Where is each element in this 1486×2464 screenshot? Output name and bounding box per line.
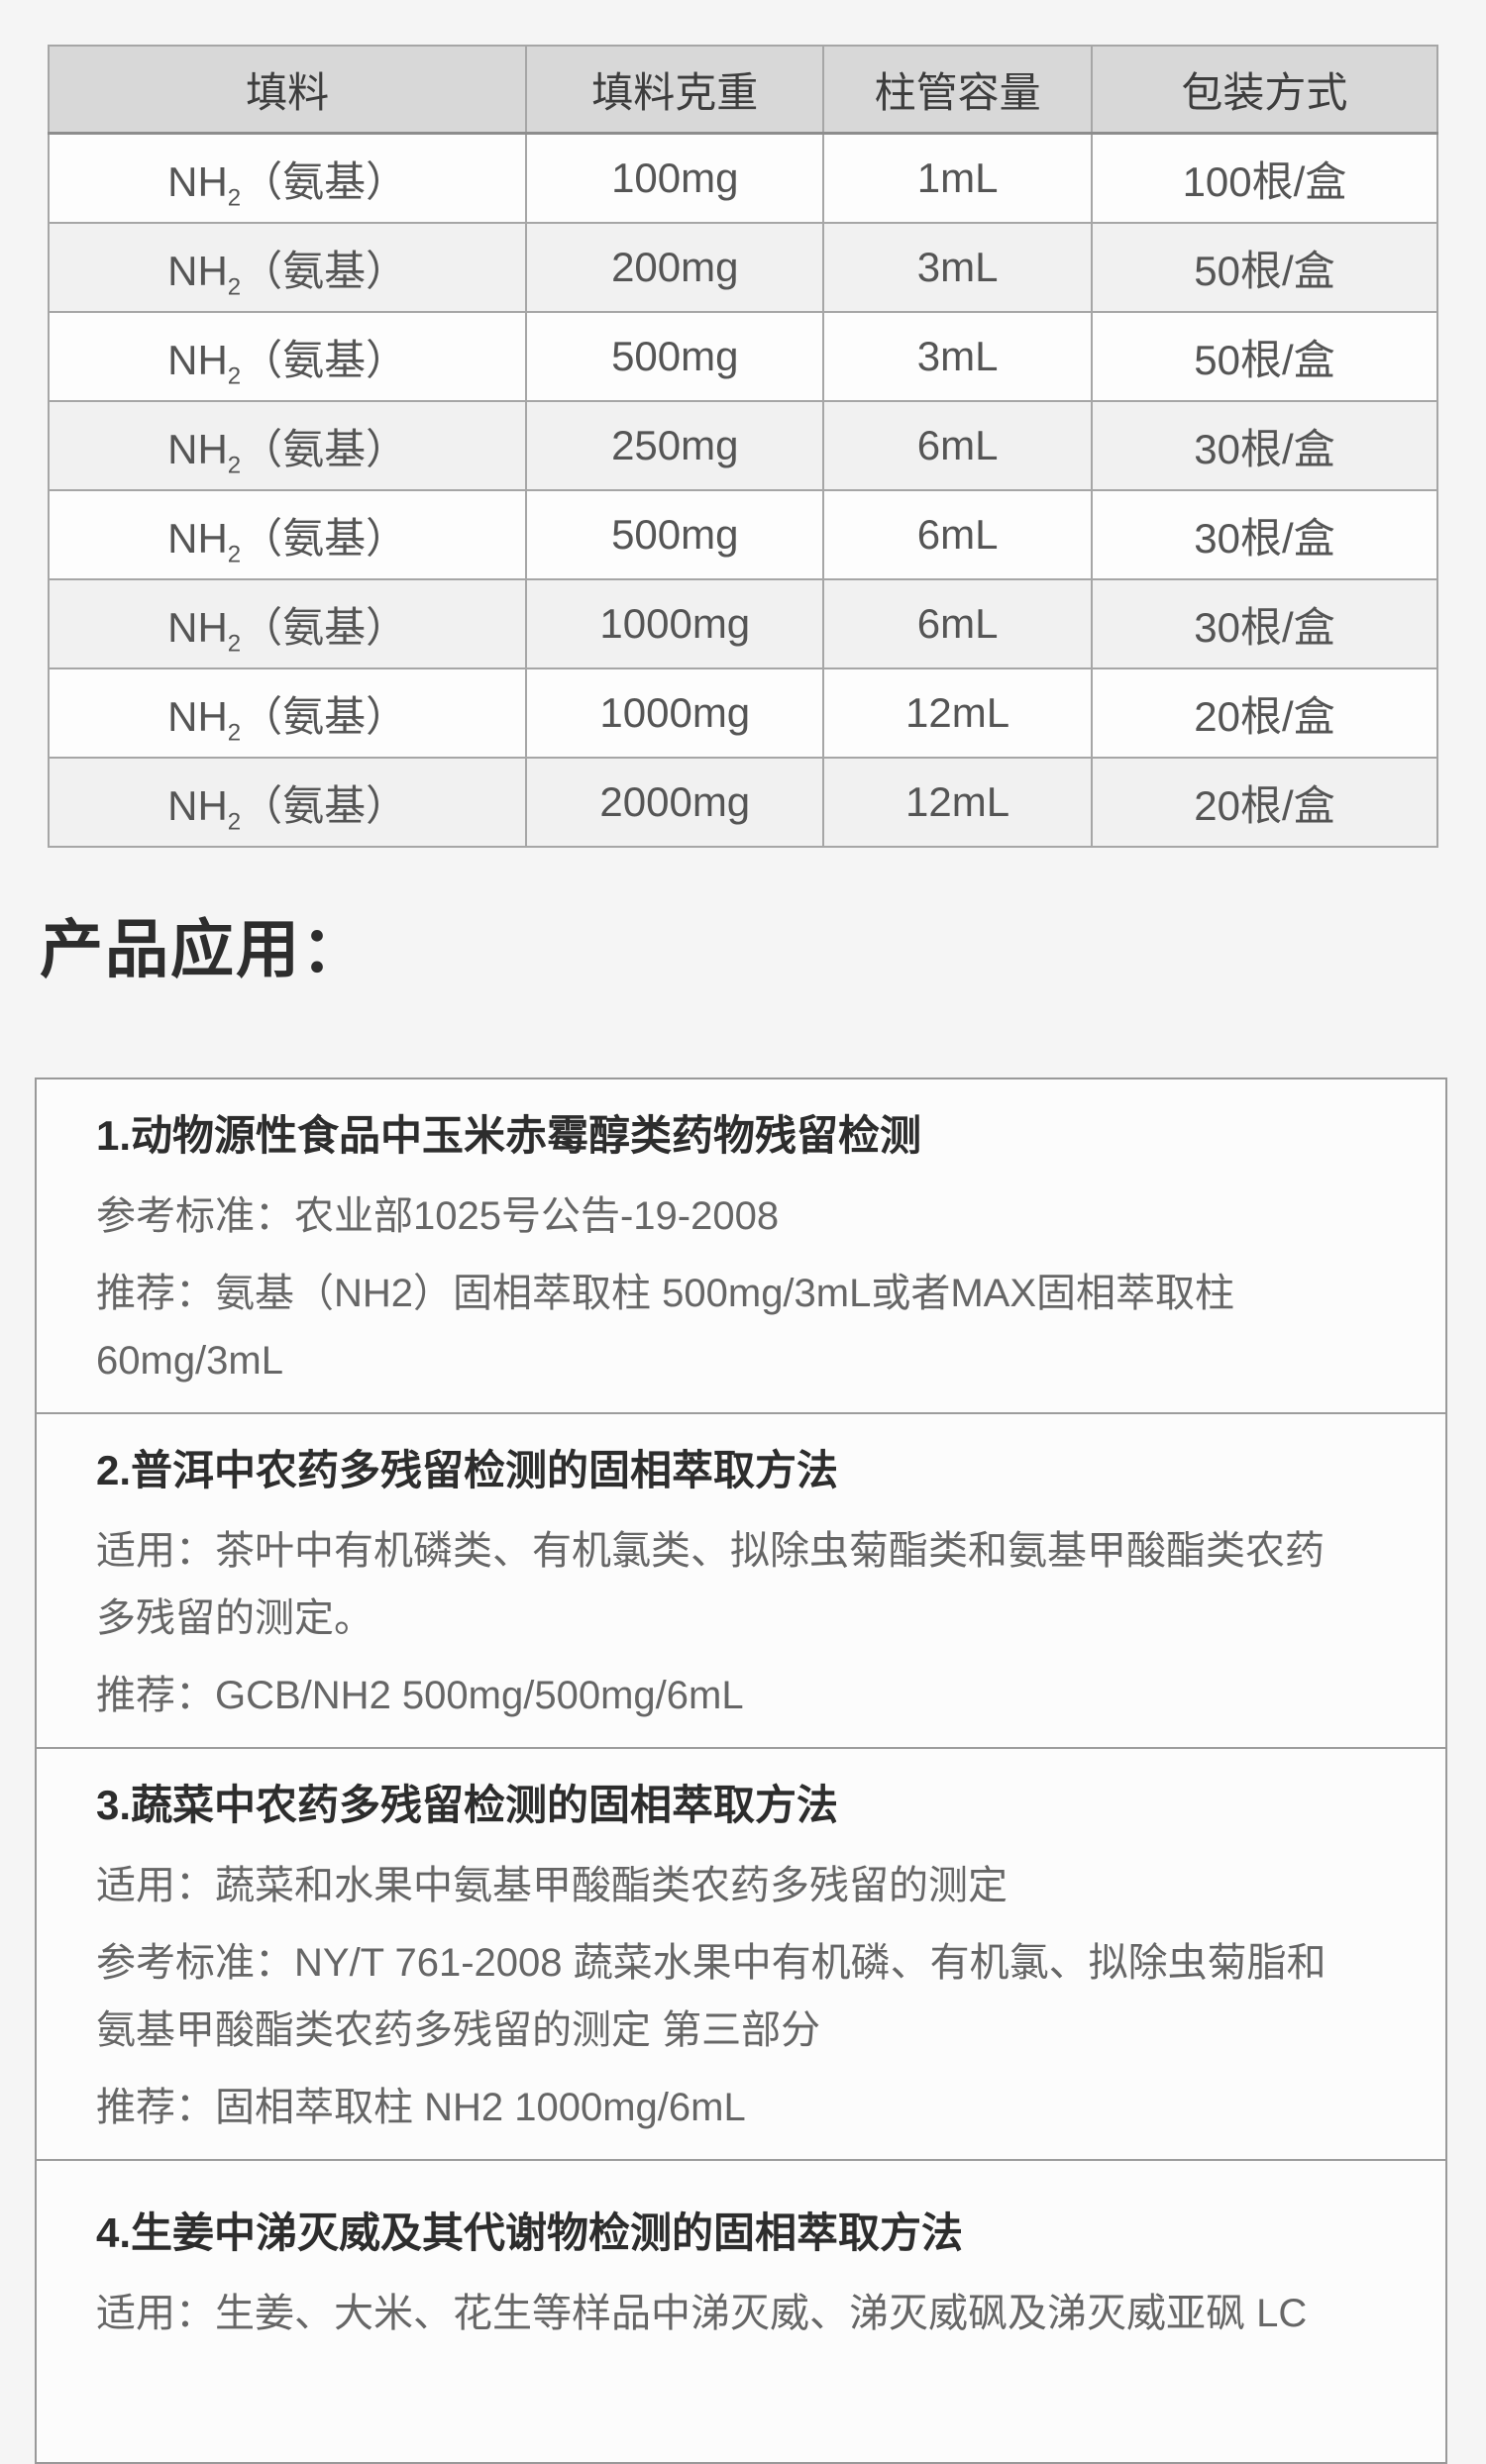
- application-section-3: 3.蔬菜中农药多残留检测的固相萃取方法适用：蔬菜和水果中氨基甲酸酯类农药多残留的…: [37, 1749, 1445, 2161]
- cell-packing: 30根/盒: [1090, 578, 1439, 669]
- subscript: 2: [227, 451, 242, 478]
- subscript: 2: [227, 629, 242, 657]
- cell-volume: 12mL: [822, 757, 1093, 848]
- subscript: 2: [227, 718, 242, 746]
- table-header-row: 填料 填料克重 柱管容量 包装方式: [47, 45, 1439, 135]
- cell-volume: 3mL: [822, 311, 1093, 402]
- cell-filler: NH2（氨基）: [47, 757, 528, 848]
- column-header-3: 柱管容量: [822, 45, 1093, 135]
- subscript: 2: [227, 361, 242, 389]
- application-section-4: 4.生姜中涕灭威及其代谢物检测的固相萃取方法适用：生姜、大米、花生等样品中涕灭威…: [37, 2161, 1445, 2365]
- cell-packing: 100根/盒: [1090, 132, 1439, 224]
- section-paragraph: 推荐：GCB/NH2 500mg/500mg/6mL: [96, 1662, 1406, 1729]
- cell-filler: NH2（氨基）: [47, 667, 528, 759]
- cell-weight: 500mg: [525, 311, 825, 402]
- section-paragraph: 参考标准：农业部1025号公告-19-2008: [96, 1182, 1406, 1250]
- cell-packing: 50根/盒: [1090, 222, 1439, 313]
- section-paragraph: 推荐：固相萃取柱 NH2 1000mg/6mL: [96, 2074, 1406, 2141]
- section-paragraph: 推荐：氨基（NH2）固相萃取柱 500mg/3mL或者MAX固相萃取柱 60mg/…: [96, 1260, 1406, 1394]
- cell-weight: 100mg: [525, 132, 825, 224]
- section-paragraph: 参考标准：NY/T 761-2008 蔬菜水果中有机磷、有机氯、拟除虫菊脂和 氨基…: [96, 1929, 1406, 2064]
- table-row: NH2（氨基） 500mg 6mL 30根/盒: [47, 489, 1439, 580]
- cell-volume: 6mL: [822, 489, 1093, 580]
- text-line: 推荐：固相萃取柱 NH2 1000mg/6mL: [96, 2086, 746, 2129]
- table-row: NH2（氨基） 2000mg 12mL 20根/盒: [47, 757, 1439, 848]
- cell-volume: 12mL: [822, 667, 1093, 759]
- product-spec-table: 填料 填料克重 柱管容量 包装方式 NH2（氨基） 100mg 1mL 100根/盒 NH2（…: [47, 45, 1439, 848]
- section-title: 2.普洱中农药多残留检测的固相萃取方法: [96, 1447, 839, 1493]
- table-row: NH2（氨基） 250mg 6mL 30根/盒: [47, 400, 1439, 491]
- applications-heading: 产品应用：: [40, 914, 367, 985]
- text-line: 推荐：氨基（NH2）固相萃取柱 500mg/3mL或者MAX固相萃取柱: [96, 1272, 1235, 1315]
- cell-packing: 30根/盒: [1090, 489, 1439, 580]
- cell-filler: NH2（氨基）: [47, 132, 528, 224]
- cell-volume: 1mL: [822, 132, 1093, 224]
- text-line: 参考标准：农业部1025号公告-19-2008: [96, 1194, 780, 1238]
- text-line: 适用：茶叶中有机磷类、有机氯类、拟除虫菊酯类和氨基甲酸酯类农药: [96, 1529, 1325, 1573]
- cell-weight: 2000mg: [525, 757, 825, 848]
- subscript: 2: [227, 540, 242, 567]
- section-paragraph: 适用：生姜、大米、花生等样品中涕灭威、涕灭威砜及涕灭威亚砜 LC: [96, 2280, 1406, 2347]
- column-header-1: 填料: [47, 45, 528, 135]
- subscript: 2: [227, 183, 242, 211]
- table-row: NH2（氨基） 100mg 1mL 100根/盒: [47, 132, 1439, 224]
- cell-filler: NH2（氨基）: [47, 400, 528, 491]
- cell-filler: NH2（氨基）: [47, 578, 528, 669]
- cell-filler: NH2（氨基）: [47, 222, 528, 313]
- cell-packing: 20根/盒: [1090, 757, 1439, 848]
- text-line: 推荐：GCB/NH2 500mg/500mg/6mL: [96, 1674, 744, 1717]
- table-row: NH2（氨基） 1000mg 12mL 20根/盒: [47, 667, 1439, 759]
- application-section-1: 1.动物源性食品中玉米赤霉醇类药物残留检测 参考标准：农业部1025号公告-19-…: [37, 1079, 1445, 1414]
- cell-filler: NH2（氨基）: [47, 489, 528, 580]
- cell-weight: 250mg: [525, 400, 825, 491]
- table-row: NH2（氨基） 200mg 3mL 50根/盒: [47, 222, 1439, 313]
- column-header-4: 包装方式: [1090, 45, 1439, 135]
- cell-volume: 6mL: [822, 400, 1093, 491]
- text-line: 多残留的测定。: [96, 1596, 373, 1640]
- table-row: NH2（氨基） 500mg 3mL 50根/盒: [47, 311, 1439, 402]
- cell-weight: 200mg: [525, 222, 825, 313]
- text-line: 参考标准：NY/T 761-2008 蔬菜水果中有机磷、有机氯、拟除虫菊脂和: [96, 1941, 1327, 1985]
- text-line: 适用：蔬菜和水果中氨基甲酸酯类农药多残留的测定: [96, 1864, 1008, 1907]
- cell-weight: 1000mg: [525, 578, 825, 669]
- cell-volume: 6mL: [822, 578, 1093, 669]
- table-row: NH2（氨基） 1000mg 6mL 30根/盒: [47, 578, 1439, 669]
- cell-packing: 50根/盒: [1090, 311, 1439, 402]
- cell-volume: 3mL: [822, 222, 1093, 313]
- cell-weight: 500mg: [525, 489, 825, 580]
- cell-filler: NH2（氨基）: [47, 311, 528, 402]
- section-title: 3.蔬菜中农药多残留检测的固相萃取方法: [96, 1782, 839, 1828]
- cell-weight: 1000mg: [525, 667, 825, 759]
- text-line: 氨基甲酸酯类农药多残留的测定 第三部分: [96, 2008, 821, 2052]
- column-header-2: 填料克重: [525, 45, 825, 135]
- cell-packing: 30根/盒: [1090, 400, 1439, 491]
- section-paragraph: 适用：蔬菜和水果中氨基甲酸酯类农药多残留的测定: [96, 1852, 1406, 1919]
- text-line: 60mg/3mL: [96, 1339, 283, 1383]
- subscript: 2: [227, 272, 242, 300]
- application-section-2: 2.普洱中农药多残留检测的固相萃取方法适用：茶叶中有机磷类、有机氯类、拟除虫菊酯…: [37, 1414, 1445, 1749]
- section-title: 4.生姜中涕灭威及其代谢物检测的固相萃取方法: [96, 2209, 964, 2256]
- applications-box: 1.动物源性食品中玉米赤霉醇类药物残留检测 参考标准：农业部1025号公告-19-…: [35, 1078, 1447, 2464]
- subscript: 2: [227, 807, 242, 835]
- section-title: 1.动物源性食品中玉米赤霉醇类药物残留检测: [96, 1112, 922, 1159]
- text-line: 适用：生姜、大米、花生等样品中涕灭威、涕灭威砜及涕灭威亚砜 LC: [96, 2292, 1308, 2335]
- section-paragraph: 适用：茶叶中有机磷类、有机氯类、拟除虫菊酯类和氨基甲酸酯类农药 多残留的测定。: [96, 1517, 1406, 1652]
- cell-packing: 20根/盒: [1090, 667, 1439, 759]
